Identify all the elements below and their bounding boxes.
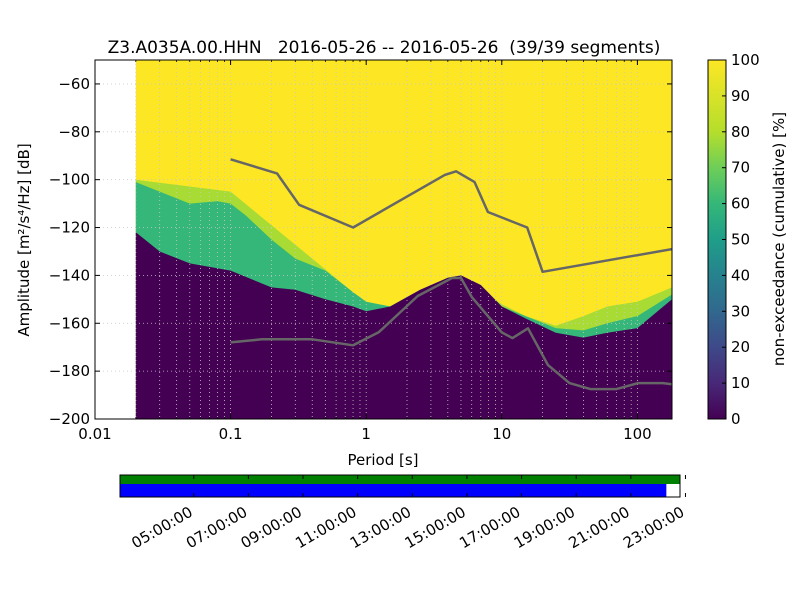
x-axis-ticks: 0.01 0.1 1 10 100 — [78, 60, 652, 443]
reference-curve-nhnm — [230, 158, 672, 274]
colorbar-tick-label: 100 — [731, 51, 760, 69]
colorbar-tick-label: 50 — [731, 231, 750, 249]
colorbar-tick-label: 0 — [731, 410, 741, 428]
y-tick-label: −60 — [58, 75, 90, 93]
colorbar-tick-label: 90 — [731, 87, 750, 105]
colorbar-tick-label: 30 — [731, 302, 750, 320]
timeline-tick-label: 09:00:00 — [238, 503, 305, 552]
colorbar-tick-label: 10 — [731, 374, 750, 392]
x-tick-label: 0.1 — [219, 425, 243, 443]
timeline-used — [120, 484, 667, 497]
timeline-tick-label: 17:00:00 — [456, 503, 523, 552]
x-axis-label: Period [s] — [347, 451, 418, 469]
y-tick-label: −140 — [49, 266, 90, 284]
plot-area — [94, 59, 673, 420]
grid-lines — [95, 60, 672, 419]
timeline-tick-label: 13:00:00 — [347, 503, 414, 552]
timeline-bar: 05:00:0007:00:0009:00:0011:00:0013:00:00… — [119, 474, 687, 552]
y-tick-label: −180 — [49, 362, 90, 380]
y-tick-label: −100 — [49, 171, 90, 189]
x-tick-label: 10 — [492, 425, 511, 443]
timeline-tick-label: 07:00:00 — [183, 503, 250, 552]
y-tick-label: −160 — [49, 314, 90, 332]
reference-curves — [230, 158, 672, 391]
timeline-tick-label: 11:00:00 — [292, 503, 359, 552]
colorbar-tick-label: 80 — [731, 123, 750, 141]
colorbar-tick-label: 60 — [731, 195, 750, 213]
y-tick-label: −200 — [49, 410, 90, 428]
plot-frame — [94, 59, 673, 420]
colorbar-tick-label: 40 — [731, 266, 750, 284]
y-axis-ticks: −60 −80 −100 −120 −140 −160 −180 −200 — [49, 75, 672, 428]
timeline-tick-label: 23:00:00 — [620, 503, 687, 552]
heatmap-band-lower — [135, 232, 672, 419]
x-tick-label: 0.01 — [78, 425, 111, 443]
heatmap-layer — [135, 60, 672, 419]
reference-curve-nlnm — [230, 276, 672, 391]
x-tick-label: 1 — [361, 425, 371, 443]
chart-title: Z3.A035A.00.HHN 2016-05-26 -- 2016-05-26… — [108, 38, 661, 58]
y-tick-label: −120 — [49, 219, 90, 237]
timeline-tick-label: 19:00:00 — [511, 503, 578, 552]
colorbar-ticks: 0 10 20 30 40 50 60 70 80 90 100 — [722, 51, 760, 428]
timeline-tick-label: 05:00:00 — [128, 503, 195, 552]
y-tick-label: −80 — [58, 123, 90, 141]
colorbar-tick-label: 70 — [731, 159, 750, 177]
x-tick-label: 100 — [623, 425, 652, 443]
timeline-coverage — [120, 475, 680, 484]
timeline-tick-label: 15:00:00 — [402, 503, 469, 552]
colorbar-label: non-exceedance (cumulative) [%] — [770, 112, 788, 366]
y-axis-label: Amplitude [m²/s⁴/Hz] [dB] — [15, 143, 33, 336]
timeline-tick-label: 21:00:00 — [565, 503, 632, 552]
colorbar: 0 10 20 30 40 50 60 70 80 90 100 non-exceedance (c… — [707, 51, 788, 428]
timeline-frame — [119, 474, 681, 498]
colorbar-tick-label: 20 — [731, 338, 750, 356]
